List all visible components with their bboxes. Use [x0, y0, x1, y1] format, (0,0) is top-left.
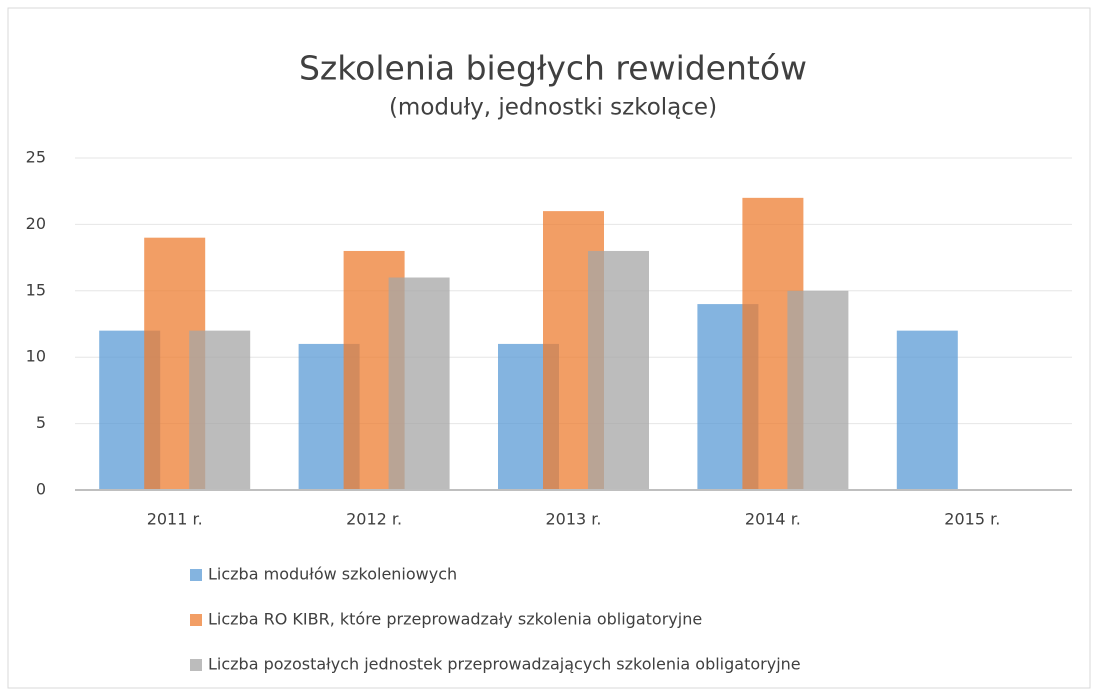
bar [189, 330, 251, 490]
y-tick-label: 20 [26, 214, 46, 233]
bar [588, 250, 649, 490]
bar [896, 330, 958, 490]
x-tick-label: 2012 r. [346, 510, 402, 529]
legend-swatch [190, 659, 202, 671]
legend-label: Liczba RO KIBR, które przeprowadzały szk… [208, 610, 702, 629]
chart-title: Szkolenia biegłych rewidentów [299, 49, 807, 88]
x-tick-label: 2011 r. [147, 510, 203, 529]
legend-swatch [190, 614, 202, 626]
y-tick-label: 5 [36, 413, 46, 432]
y-tick-label: 10 [26, 347, 46, 366]
legend-swatch [190, 569, 202, 581]
x-tick-label: 2014 r. [745, 510, 801, 529]
chart-subtitle: (moduły, jednostki szkolące) [389, 95, 717, 121]
y-tick-label: 15 [26, 280, 46, 299]
bar [388, 277, 450, 490]
legend-label: Liczba pozostałych jednostek przeprowadz… [208, 655, 801, 674]
legend-label: Liczba modułów szkoleniowych [208, 565, 457, 584]
y-tick-label: 0 [36, 480, 46, 499]
y-tick-label: 25 [26, 148, 46, 167]
x-tick-label: 2015 r. [944, 510, 1000, 529]
x-tick-label: 2013 r. [546, 510, 602, 529]
bar [787, 290, 849, 490]
